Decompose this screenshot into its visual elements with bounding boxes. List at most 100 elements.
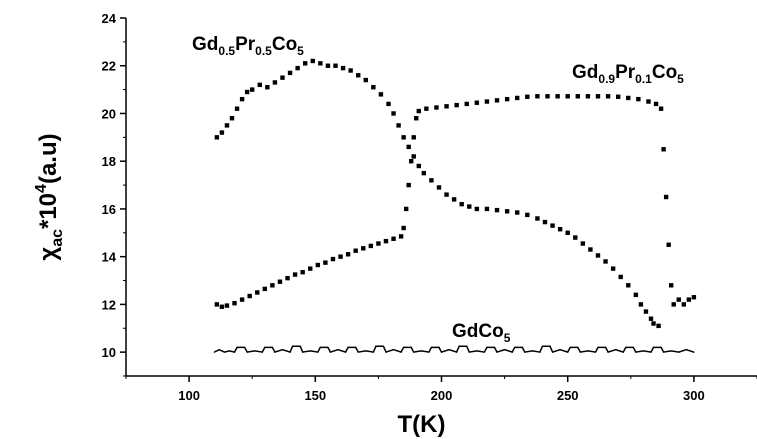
data-point xyxy=(632,346,634,348)
data-point xyxy=(484,206,490,212)
data-point xyxy=(421,170,427,176)
data-point xyxy=(345,252,351,257)
data-point xyxy=(496,351,498,353)
data-point xyxy=(234,106,240,111)
data-point xyxy=(372,351,374,353)
data-point xyxy=(355,346,357,348)
data-point xyxy=(569,346,571,348)
data-point xyxy=(340,65,346,71)
data-point xyxy=(541,345,544,347)
x-tick-label: 250 xyxy=(557,388,579,403)
data-point xyxy=(250,87,255,92)
data-point xyxy=(262,286,268,292)
data-point xyxy=(386,101,391,107)
data-point xyxy=(403,206,409,212)
data-point xyxy=(636,96,641,102)
data-point xyxy=(476,350,478,352)
y-tick-label: 10 xyxy=(102,345,116,360)
series-0 xyxy=(214,58,661,329)
data-point xyxy=(344,351,347,353)
data-point xyxy=(396,123,401,128)
data-point xyxy=(515,95,520,101)
data-point xyxy=(378,92,384,97)
data-point xyxy=(646,99,651,104)
data-point xyxy=(264,346,266,348)
data-point xyxy=(467,204,472,209)
data-point xyxy=(668,283,674,288)
data-point xyxy=(303,61,308,66)
data-point xyxy=(666,242,671,247)
data-point xyxy=(648,316,654,321)
x-tick-label: 200 xyxy=(431,388,453,403)
data-point xyxy=(330,256,336,262)
data-point xyxy=(456,351,458,353)
data-point xyxy=(289,351,291,353)
data-point xyxy=(626,95,631,101)
data-point xyxy=(406,182,411,188)
data-point xyxy=(265,85,270,90)
data-point xyxy=(438,346,440,348)
data-point xyxy=(535,94,540,99)
data-point xyxy=(416,163,421,169)
data-point xyxy=(236,346,238,348)
series-1 xyxy=(214,94,697,309)
data-point xyxy=(219,130,225,135)
data-point xyxy=(524,351,526,353)
data-point xyxy=(635,351,637,353)
data-point xyxy=(309,350,311,352)
data-point xyxy=(357,351,359,353)
data-point xyxy=(550,223,555,228)
data-point xyxy=(333,63,338,68)
data-point xyxy=(228,350,231,352)
data-point xyxy=(315,262,321,268)
data-point xyxy=(610,266,616,271)
data-point xyxy=(521,346,523,348)
data-point xyxy=(549,345,551,347)
data-point xyxy=(535,216,540,221)
data-point xyxy=(603,259,608,264)
data-point xyxy=(281,349,284,351)
data-point xyxy=(409,159,414,164)
data-point xyxy=(272,80,278,85)
data-point xyxy=(660,346,662,348)
data-point xyxy=(428,351,430,353)
data-point xyxy=(224,123,230,128)
x-tick-label: 300 xyxy=(683,388,705,403)
data-point xyxy=(678,351,680,353)
data-point xyxy=(383,238,389,244)
data-point xyxy=(214,135,220,140)
data-point xyxy=(244,346,246,348)
data-point xyxy=(565,94,570,99)
data-point xyxy=(587,350,589,352)
data-point xyxy=(474,206,480,212)
data-point xyxy=(579,351,581,353)
data-point xyxy=(650,351,652,353)
data-point xyxy=(337,349,339,351)
data-point xyxy=(531,350,533,352)
data-point xyxy=(545,94,550,99)
data-point xyxy=(285,275,290,281)
data-point xyxy=(486,346,488,348)
y-tick-label: 22 xyxy=(102,59,116,74)
data-point xyxy=(643,309,649,314)
data-point xyxy=(474,100,480,105)
data-point xyxy=(458,345,460,347)
data-point xyxy=(295,65,300,71)
data-point xyxy=(604,346,607,348)
data-point xyxy=(356,73,361,78)
y-tick-label: 18 xyxy=(102,154,116,169)
data-point xyxy=(244,89,250,95)
data-point xyxy=(368,243,374,249)
data-point xyxy=(239,96,245,102)
data-point xyxy=(300,269,305,275)
data-point xyxy=(424,106,429,111)
data-point xyxy=(573,235,578,240)
data-point xyxy=(261,351,263,353)
data-point xyxy=(429,178,434,183)
data-point xyxy=(454,102,459,108)
data-point xyxy=(401,135,406,140)
data-point xyxy=(327,346,329,348)
data-point xyxy=(661,147,666,152)
data-point xyxy=(291,345,294,347)
data-point xyxy=(353,248,358,253)
